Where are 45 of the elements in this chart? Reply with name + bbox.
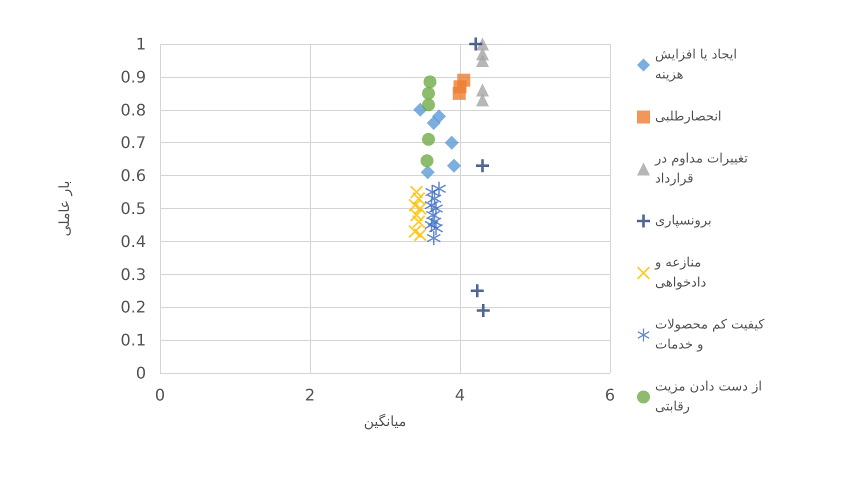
point xyxy=(426,231,441,246)
y-tick-label: 0.6 xyxy=(120,166,146,186)
point xyxy=(469,38,482,50)
legend-label: از دست دادن مزیت رقابتی xyxy=(655,380,766,414)
legend-label: تغییرات مداوم در قرارداد xyxy=(654,152,752,186)
point xyxy=(422,98,435,112)
point xyxy=(476,84,489,97)
legend-label: کیفیت کم محصولات و خدمات xyxy=(655,318,769,352)
point xyxy=(476,54,489,67)
x-tick-label: 0 xyxy=(154,386,166,404)
y-tick-label: 0.2 xyxy=(120,298,146,317)
y-tick-label: 0.9 xyxy=(120,67,146,86)
point xyxy=(420,165,435,180)
y-tick-label: 0.5 xyxy=(120,199,146,218)
legend-label: منازعه و دادخواهی xyxy=(654,256,706,290)
legend-label: انحصارطلبی xyxy=(655,110,722,124)
point xyxy=(470,284,484,298)
point xyxy=(447,158,461,173)
point xyxy=(412,215,426,228)
x-tick-label: 2 xyxy=(304,386,316,404)
point xyxy=(452,86,466,100)
point xyxy=(444,136,459,150)
point xyxy=(429,221,443,236)
y-axis-title: بار عاملی xyxy=(57,180,73,236)
y-tick-label: 0 xyxy=(136,364,146,382)
point xyxy=(426,116,441,130)
point xyxy=(476,159,489,172)
point xyxy=(414,228,427,242)
point xyxy=(476,304,490,317)
y-tick-label: 1 xyxy=(136,34,146,54)
point xyxy=(422,132,435,146)
y-tick-label: 0.1 xyxy=(120,330,146,350)
y-tick-label: 0.8 xyxy=(120,100,146,120)
y-tick-label: 0.7 xyxy=(120,133,146,152)
legend-label: ایجاد یا افزایش هزینه xyxy=(655,48,742,82)
point xyxy=(424,75,436,88)
point xyxy=(422,86,435,100)
point xyxy=(476,93,489,106)
x-axis-title: میانگین xyxy=(364,413,406,430)
x-tick-label: 6 xyxy=(604,386,616,404)
y-tick-label: 0.4 xyxy=(120,232,146,251)
x-tick-label: 4 xyxy=(454,386,466,404)
point xyxy=(420,154,434,168)
y-tick-label: 0.3 xyxy=(120,264,146,284)
legend-label: برونسپاری xyxy=(655,214,712,228)
